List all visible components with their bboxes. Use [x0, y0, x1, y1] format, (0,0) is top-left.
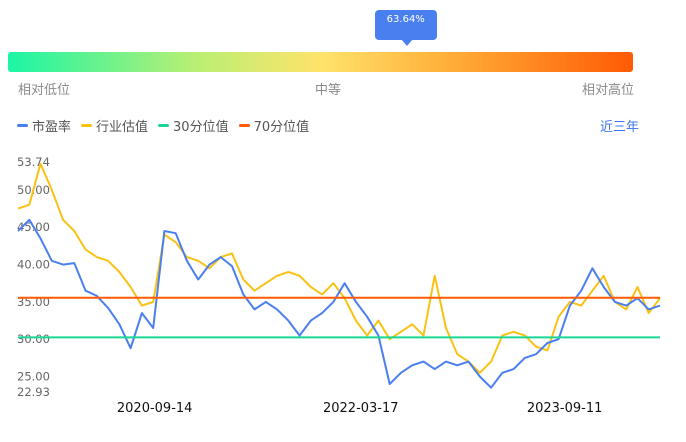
- chart-legend: 市盈率 行业估值 30分位值 70分位值: [17, 116, 319, 135]
- legend-item-pe[interactable]: 市盈率: [17, 116, 71, 135]
- legend-label-p70: 70分位值: [253, 120, 310, 135]
- gauge-low-label: 相对低位: [18, 83, 71, 98]
- y-tick-label: 53.74: [17, 155, 50, 169]
- legend-label-industry: 行业估值: [96, 120, 149, 135]
- series-line-industry: [17, 162, 661, 374]
- legend-swatch-p30: [158, 124, 170, 127]
- y-tick-label: 25.00: [17, 370, 50, 384]
- pe-chart: 53.7450.0045.0040.0035.0030.0025.0022.93…: [17, 155, 661, 416]
- legend-label-p30: 30分位值: [173, 120, 229, 135]
- y-tick-label: 22.93: [17, 385, 50, 399]
- series-line-pe: [17, 218, 661, 389]
- percentile-tooltip: 63.64%: [374, 10, 437, 46]
- legend-swatch-pe: [17, 124, 28, 127]
- legend-item-p70[interactable]: 70分位值: [238, 116, 310, 135]
- valuation-gauge-bar: [8, 52, 633, 72]
- legend-item-p30[interactable]: 30分位值: [158, 116, 229, 135]
- legend-swatch-p70: [238, 124, 250, 127]
- legend-swatch-industry: [81, 124, 93, 127]
- x-tick-label: 2020-09-14: [117, 401, 193, 416]
- y-tick-label: 40.00: [17, 258, 50, 272]
- range-select-button[interactable]: 近三年: [600, 120, 640, 135]
- x-tick-label: 2023-09-11: [527, 401, 603, 416]
- y-tick-label: 30.00: [17, 332, 50, 346]
- x-tick-label: 2022-03-17: [323, 401, 399, 416]
- legend-item-industry[interactable]: 行业估值: [81, 116, 148, 135]
- gauge-mid-label: 中等: [315, 83, 342, 98]
- legend-label-pe: 市盈率: [32, 120, 72, 135]
- gauge-high-label: 相对高位: [582, 83, 635, 98]
